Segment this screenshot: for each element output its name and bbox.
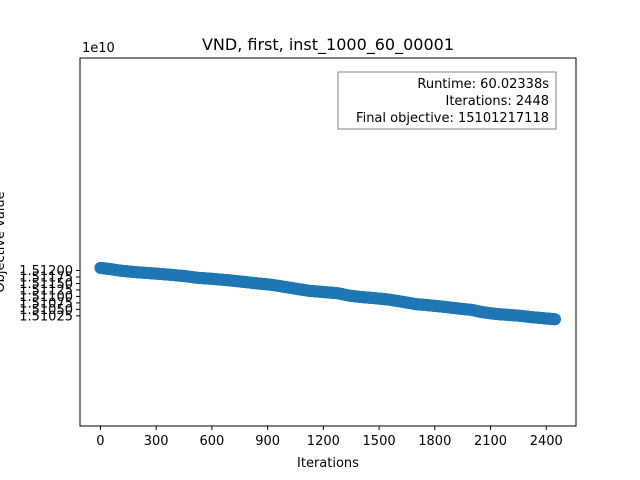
- x-tick-label: 2400: [530, 434, 563, 449]
- info-runtime: Runtime: 60.02338s: [417, 77, 549, 92]
- plot-frame: [79, 57, 577, 427]
- chart-title: VND, first, inst_1000_60_00001: [202, 35, 454, 55]
- y-tick-label: 1.51125: [19, 283, 73, 298]
- x-axis: 0 300 600 900 1200 1500 1800 2100 2400: [96, 426, 563, 449]
- x-tick-label: 300: [144, 434, 169, 449]
- data-points: [94, 261, 562, 326]
- y-axis-offset-label: 1e10: [82, 41, 115, 56]
- x-tick-label: 900: [255, 434, 280, 449]
- info-iterations: Iterations: 2448: [445, 94, 549, 109]
- y-tick-label: 1.51175: [19, 270, 73, 285]
- data-point: [549, 313, 562, 326]
- info-final-objective: Final objective: 15101217118: [356, 111, 549, 126]
- y-axis-label: Objective value: [0, 191, 8, 292]
- y-tick-label: 1.51150: [19, 277, 73, 292]
- x-tick-label: 600: [199, 434, 224, 449]
- x-tick-label: 0: [96, 434, 104, 449]
- info-box: Runtime: 60.02338s Iterations: 2448 Fina…: [337, 71, 557, 130]
- x-tick-label: 2100: [474, 434, 507, 449]
- y-tick-label: 1.51050: [19, 303, 73, 318]
- info-box-frame: [337, 71, 557, 130]
- x-axis-label: Iterations: [297, 456, 359, 471]
- y-tick-label: 1.51075: [19, 296, 73, 311]
- y-tick-label: 1.51200: [19, 264, 73, 279]
- x-tick-label: 1200: [307, 434, 340, 449]
- x-tick-label: 1500: [363, 434, 396, 449]
- y-tick-label: 1.51025: [19, 309, 73, 324]
- y-axis: 1.510251.510501.510751.511001.511251.511…: [19, 264, 80, 324]
- x-tick-label: 1800: [418, 434, 451, 449]
- y-tick-label: 1.51100: [19, 290, 73, 305]
